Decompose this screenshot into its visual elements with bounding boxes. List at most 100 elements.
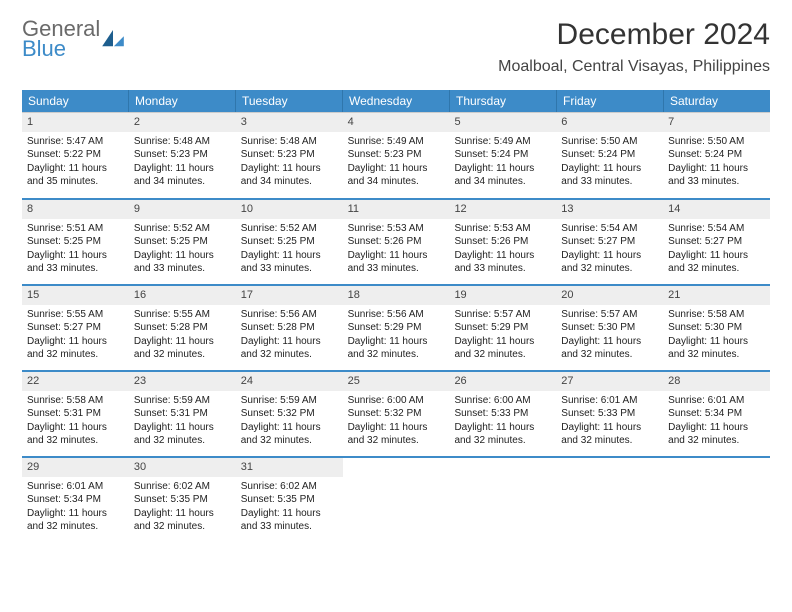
daylight-text: and 33 minutes. bbox=[27, 262, 124, 276]
sunrise-text: Sunrise: 5:59 AM bbox=[134, 394, 231, 408]
daylight-text: Daylight: 11 hours bbox=[454, 335, 551, 349]
sunset-text: Sunset: 5:27 PM bbox=[561, 235, 658, 249]
daylight-text: and 32 minutes. bbox=[27, 434, 124, 448]
sunset-text: Sunset: 5:23 PM bbox=[348, 148, 445, 162]
calendar-day: 27Sunrise: 6:01 AMSunset: 5:33 PMDayligh… bbox=[556, 370, 663, 456]
daylight-text: Daylight: 11 hours bbox=[241, 162, 338, 176]
calendar-day: 18Sunrise: 5:56 AMSunset: 5:29 PMDayligh… bbox=[343, 284, 450, 370]
sunrise-text: Sunrise: 6:01 AM bbox=[668, 394, 765, 408]
daylight-text: and 34 minutes. bbox=[348, 175, 445, 189]
day-body: Sunrise: 5:52 AMSunset: 5:25 PMDaylight:… bbox=[129, 219, 236, 282]
calendar-day: 11Sunrise: 5:53 AMSunset: 5:26 PMDayligh… bbox=[343, 198, 450, 284]
day-number: 5 bbox=[449, 113, 556, 132]
sunrise-text: Sunrise: 6:01 AM bbox=[561, 394, 658, 408]
daylight-text: Daylight: 11 hours bbox=[241, 421, 338, 435]
day-number: 11 bbox=[343, 200, 450, 219]
day-number: 13 bbox=[556, 200, 663, 219]
sunrise-text: Sunrise: 5:55 AM bbox=[134, 308, 231, 322]
sunset-text: Sunset: 5:30 PM bbox=[561, 321, 658, 335]
sunrise-text: Sunrise: 5:50 AM bbox=[561, 135, 658, 149]
day-body: Sunrise: 5:53 AMSunset: 5:26 PMDaylight:… bbox=[343, 219, 450, 282]
day-number: 17 bbox=[236, 286, 343, 305]
sunrise-text: Sunrise: 5:53 AM bbox=[454, 222, 551, 236]
daylight-text: and 33 minutes. bbox=[454, 262, 551, 276]
day-number: 6 bbox=[556, 113, 663, 132]
daylight-text: and 33 minutes. bbox=[241, 520, 338, 534]
calendar-day: 3Sunrise: 5:48 AMSunset: 5:23 PMDaylight… bbox=[236, 112, 343, 198]
sunrise-text: Sunrise: 6:01 AM bbox=[27, 480, 124, 494]
sunrise-text: Sunrise: 6:02 AM bbox=[241, 480, 338, 494]
day-body: Sunrise: 6:01 AMSunset: 5:33 PMDaylight:… bbox=[556, 391, 663, 454]
daylight-text: and 35 minutes. bbox=[27, 175, 124, 189]
daylight-text: and 32 minutes. bbox=[454, 348, 551, 362]
daylight-text: and 32 minutes. bbox=[134, 348, 231, 362]
sunrise-text: Sunrise: 6:00 AM bbox=[454, 394, 551, 408]
calendar-day: 22Sunrise: 5:58 AMSunset: 5:31 PMDayligh… bbox=[22, 370, 129, 456]
calendar-week: 8Sunrise: 5:51 AMSunset: 5:25 PMDaylight… bbox=[22, 198, 770, 284]
calendar-day: 14Sunrise: 5:54 AMSunset: 5:27 PMDayligh… bbox=[663, 198, 770, 284]
sunrise-text: Sunrise: 5:57 AM bbox=[454, 308, 551, 322]
day-number: 19 bbox=[449, 286, 556, 305]
daylight-text: Daylight: 11 hours bbox=[27, 507, 124, 521]
day-number: 14 bbox=[663, 200, 770, 219]
brand-sail-icon bbox=[102, 30, 124, 48]
day-number: 4 bbox=[343, 113, 450, 132]
calendar-day bbox=[449, 456, 556, 542]
calendar-day: 13Sunrise: 5:54 AMSunset: 5:27 PMDayligh… bbox=[556, 198, 663, 284]
day-number: 1 bbox=[22, 113, 129, 132]
daylight-text: and 33 minutes. bbox=[668, 175, 765, 189]
day-number: 9 bbox=[129, 200, 236, 219]
daylight-text: and 32 minutes. bbox=[561, 262, 658, 276]
day-body: Sunrise: 5:49 AMSunset: 5:24 PMDaylight:… bbox=[449, 132, 556, 195]
day-number: 8 bbox=[22, 200, 129, 219]
day-number: 20 bbox=[556, 286, 663, 305]
brand-line2: Blue bbox=[22, 38, 100, 60]
sunset-text: Sunset: 5:34 PM bbox=[27, 493, 124, 507]
daylight-text: Daylight: 11 hours bbox=[668, 421, 765, 435]
sunrise-text: Sunrise: 5:54 AM bbox=[668, 222, 765, 236]
sunset-text: Sunset: 5:27 PM bbox=[668, 235, 765, 249]
day-body: Sunrise: 5:49 AMSunset: 5:23 PMDaylight:… bbox=[343, 132, 450, 195]
daylight-text: and 34 minutes. bbox=[241, 175, 338, 189]
sunset-text: Sunset: 5:35 PM bbox=[241, 493, 338, 507]
sunset-text: Sunset: 5:32 PM bbox=[241, 407, 338, 421]
day-body: Sunrise: 5:57 AMSunset: 5:29 PMDaylight:… bbox=[449, 305, 556, 368]
sunrise-text: Sunrise: 5:55 AM bbox=[27, 308, 124, 322]
sunrise-text: Sunrise: 5:50 AM bbox=[668, 135, 765, 149]
sunset-text: Sunset: 5:27 PM bbox=[27, 321, 124, 335]
daylight-text: and 32 minutes. bbox=[241, 434, 338, 448]
sunrise-text: Sunrise: 5:53 AM bbox=[348, 222, 445, 236]
calendar-week: 15Sunrise: 5:55 AMSunset: 5:27 PMDayligh… bbox=[22, 284, 770, 370]
sunrise-text: Sunrise: 5:48 AM bbox=[241, 135, 338, 149]
daylight-text: Daylight: 11 hours bbox=[348, 249, 445, 263]
day-body: Sunrise: 5:59 AMSunset: 5:31 PMDaylight:… bbox=[129, 391, 236, 454]
weekday-header: Monday bbox=[129, 90, 236, 112]
day-body: Sunrise: 5:58 AMSunset: 5:31 PMDaylight:… bbox=[22, 391, 129, 454]
sunset-text: Sunset: 5:34 PM bbox=[668, 407, 765, 421]
calendar-day: 10Sunrise: 5:52 AMSunset: 5:25 PMDayligh… bbox=[236, 198, 343, 284]
day-body: Sunrise: 5:56 AMSunset: 5:28 PMDaylight:… bbox=[236, 305, 343, 368]
calendar-day: 23Sunrise: 5:59 AMSunset: 5:31 PMDayligh… bbox=[129, 370, 236, 456]
sunrise-text: Sunrise: 5:52 AM bbox=[241, 222, 338, 236]
day-body: Sunrise: 5:55 AMSunset: 5:28 PMDaylight:… bbox=[129, 305, 236, 368]
sunset-text: Sunset: 5:32 PM bbox=[348, 407, 445, 421]
daylight-text: Daylight: 11 hours bbox=[348, 162, 445, 176]
sunrise-text: Sunrise: 5:51 AM bbox=[27, 222, 124, 236]
daylight-text: Daylight: 11 hours bbox=[27, 249, 124, 263]
sunset-text: Sunset: 5:23 PM bbox=[134, 148, 231, 162]
daylight-text: and 32 minutes. bbox=[348, 348, 445, 362]
sunset-text: Sunset: 5:28 PM bbox=[134, 321, 231, 335]
sunset-text: Sunset: 5:25 PM bbox=[27, 235, 124, 249]
day-body: Sunrise: 6:02 AMSunset: 5:35 PMDaylight:… bbox=[129, 477, 236, 540]
day-body: Sunrise: 5:50 AMSunset: 5:24 PMDaylight:… bbox=[663, 132, 770, 195]
weekday-header: Sunday bbox=[22, 90, 129, 112]
daylight-text: Daylight: 11 hours bbox=[561, 162, 658, 176]
daylight-text: Daylight: 11 hours bbox=[134, 335, 231, 349]
daylight-text: and 32 minutes. bbox=[348, 434, 445, 448]
day-body: Sunrise: 5:47 AMSunset: 5:22 PMDaylight:… bbox=[22, 132, 129, 195]
calendar-day: 31Sunrise: 6:02 AMSunset: 5:35 PMDayligh… bbox=[236, 456, 343, 542]
calendar-day: 8 Sunrise: 5:51 AMSunset: 5:25 PMDaylight… bbox=[22, 198, 129, 284]
daylight-text: and 32 minutes. bbox=[241, 348, 338, 362]
sunrise-text: Sunrise: 5:54 AM bbox=[561, 222, 658, 236]
day-body: Sunrise: 5:54 AMSunset: 5:27 PMDaylight:… bbox=[663, 219, 770, 282]
